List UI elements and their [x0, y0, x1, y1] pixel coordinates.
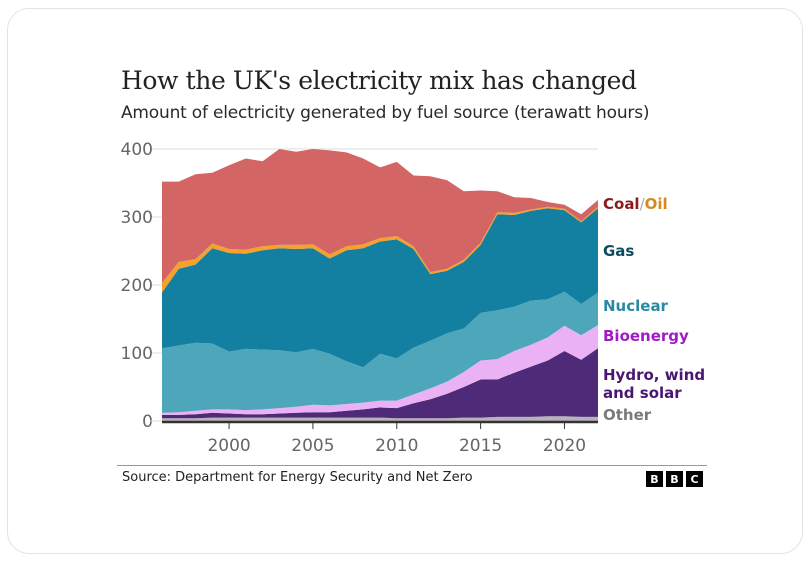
area-bioenergy: [162, 325, 598, 415]
x-tick-label: 2005: [291, 436, 334, 456]
footer-divider: [117, 465, 707, 466]
x-tick-label: 2000: [207, 436, 250, 456]
y-tick-label: 200: [121, 276, 153, 296]
legend-coal-oil: Coal/Oil: [603, 195, 668, 213]
area-other: [162, 416, 598, 421]
y-tick-label: 400: [121, 140, 153, 160]
x-tick-label: 2020: [543, 436, 586, 456]
y-tick-label: 100: [121, 344, 153, 364]
chart-title: How the UK's electricity mix has changed: [121, 66, 637, 95]
area-nuclear: [162, 291, 598, 413]
x-tick-label: 2010: [375, 436, 418, 456]
legend-gas: Gas: [603, 242, 635, 260]
bbc-logo-letter: B: [666, 471, 683, 487]
y-tick-label: 0: [142, 412, 153, 432]
legend-oil: Oil: [644, 195, 668, 213]
legend-hydro-wind-solar: Hydro, wind and solar: [603, 366, 705, 402]
bbc-logo: B B C: [646, 471, 703, 487]
source-note: Source: Department for Energy Security a…: [122, 470, 473, 485]
bbc-logo-letter: B: [646, 471, 663, 487]
area-gas: [162, 208, 598, 368]
legend-coal: Coal: [603, 195, 640, 213]
legend-bioenergy: Bioenergy: [603, 327, 689, 345]
x-tick-label: 2015: [459, 436, 502, 456]
area-coal: [162, 149, 598, 283]
legend-slash: /: [639, 195, 645, 213]
area-hydro-wind-and-solar: [162, 348, 598, 419]
area-layers: [162, 149, 598, 421]
legend-other: Other: [603, 406, 652, 424]
bbc-logo-letter: C: [686, 471, 703, 487]
area-oil: [162, 206, 598, 293]
axes: 0 100 200 300 400 2000 2005 2010 2015 2020: [121, 140, 598, 456]
legend-hydro-line1: Hydro, wind: [603, 366, 706, 384]
y-tick-label: 300: [121, 208, 153, 228]
legend-nuclear: Nuclear: [603, 297, 668, 315]
chart-subtitle: Amount of electricity generated by fuel …: [121, 103, 650, 123]
legend-hydro-line2: and solar: [603, 384, 682, 402]
